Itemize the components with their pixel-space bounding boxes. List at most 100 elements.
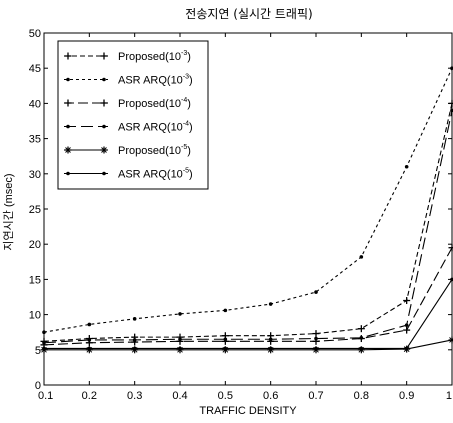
y-tick-label: 20 [29, 239, 41, 251]
data-point-dot [450, 108, 453, 113]
legend-label: Proposed(10-5) [118, 144, 191, 157]
data-point-dot [450, 66, 453, 70]
data-point-dot [132, 317, 137, 321]
data-point-plus [100, 52, 108, 60]
x-tick-label: 0.3 [127, 390, 142, 402]
x-axis-ticks: 0.1 0.2 0.3 0.4 0.5 0.6 0.7 0.8 0.9 1 [38, 33, 453, 402]
x-tick-label: 0.2 [82, 390, 97, 402]
legend-entry: Proposed(10-4) [64, 97, 191, 110]
data-point-dot [102, 171, 106, 176]
data-point-dot [66, 171, 70, 176]
y-tick-label: 35 [29, 134, 41, 146]
y-tick-label: 5 [35, 345, 41, 357]
series-6 [42, 277, 453, 351]
x-axis-label: TRAFFIC DENSITY [199, 405, 297, 417]
data-point-dot [42, 346, 46, 351]
data-point-dot [66, 77, 70, 82]
y-tick-label: 45 [29, 63, 41, 75]
data-point-dot [404, 346, 409, 351]
data-point-dot [359, 336, 364, 340]
data-point-plus [448, 99, 453, 107]
data-point-dot [314, 336, 318, 341]
legend-label: ASR ARQ(10-4) [118, 121, 193, 134]
marker-stroke [449, 338, 453, 343]
data-point-dot [268, 337, 273, 342]
legend-entry: ASR ARQ(10-4) [64, 121, 193, 134]
data-point-star [100, 146, 108, 154]
data-point-dot [223, 346, 228, 351]
data-point-dot [314, 290, 318, 294]
data-point-dot [178, 337, 182, 342]
marker-stroke [65, 147, 71, 153]
marker-stroke [101, 147, 107, 153]
data-point-star [64, 146, 72, 154]
data-point-dot [404, 164, 409, 169]
data-point-dot [359, 255, 364, 259]
x-tick-label: 1 [446, 390, 452, 402]
y-tick-label: 0 [35, 380, 41, 392]
x-tick-label: 0.6 [263, 390, 278, 402]
y-tick-label: 40 [29, 98, 41, 110]
series-line [44, 279, 453, 349]
data-point-dot [132, 338, 137, 342]
data-point-plus [448, 244, 453, 252]
legend-box [57, 40, 209, 190]
y-tick-label: 10 [29, 310, 41, 322]
data-point-plus [357, 325, 365, 333]
series-3 [40, 244, 453, 349]
data-point-dot [102, 77, 106, 82]
x-tick-label: 0.7 [308, 390, 323, 402]
series-layer [40, 66, 453, 354]
x-tick-label: 0.9 [399, 390, 414, 402]
legend-label: Proposed(10-4) [118, 97, 191, 110]
series-line [43, 67, 453, 333]
series-4 [42, 108, 453, 345]
legend-label: ASR ARQ(10-5) [118, 168, 193, 181]
legend-entry: ASR ARQ(10-5) [64, 168, 193, 181]
data-point-dot [87, 346, 92, 351]
series-line [43, 247, 453, 346]
x-tick-label: 0.8 [354, 390, 369, 402]
y-tick-label: 15 [29, 274, 41, 286]
data-point-plus [64, 99, 72, 107]
data-point-dot [42, 330, 46, 335]
legend-entry: Proposed(10-5) [64, 144, 191, 157]
series-line [43, 110, 453, 344]
y-axis-ticks: 0 5 10 15 20 25 30 35 40 45 50 [29, 28, 452, 392]
data-point-dot [102, 124, 106, 129]
legend-label: ASR ARQ(10-3) [118, 74, 193, 87]
data-point-dot [450, 277, 453, 282]
data-point-plus [100, 99, 108, 107]
legend-entry: ASR ARQ(10-3) [64, 74, 193, 87]
y-tick-label: 50 [29, 28, 41, 40]
data-point-dot [132, 346, 137, 351]
data-point-plus [64, 52, 72, 60]
data-point-dot [268, 346, 273, 351]
chart-title: 전송지연 (실시간 트래픽) [185, 7, 312, 21]
data-point-dot [87, 338, 92, 342]
data-point-plus [403, 297, 411, 305]
series-5 [40, 336, 453, 354]
y-axis-label: 지연시간 (msec) [2, 173, 15, 250]
data-point-plus [312, 330, 320, 338]
data-point-dot [223, 308, 228, 313]
legend-entry: Proposed(10-3) [64, 50, 191, 63]
data-point-dot [87, 322, 92, 327]
x-tick-label: 0.5 [218, 390, 233, 402]
x-tick-label: 0.4 [172, 390, 187, 402]
data-point-dot [314, 346, 318, 351]
data-point-star [448, 336, 453, 344]
legend-label: Proposed(10-3) [118, 50, 191, 63]
data-point-dot [268, 302, 273, 306]
data-point-dot [223, 337, 228, 342]
legend: Proposed(10-3) ASR ARQ(10-3) Proposed(10-4… [57, 40, 209, 190]
series-line [44, 339, 453, 351]
data-point-dot [42, 340, 46, 345]
series-line [43, 103, 453, 342]
y-tick-label: 25 [29, 204, 41, 216]
data-point-dot [178, 312, 182, 316]
data-point-dot [66, 124, 70, 129]
data-point-dot [404, 323, 409, 327]
data-point-dot [359, 346, 364, 351]
